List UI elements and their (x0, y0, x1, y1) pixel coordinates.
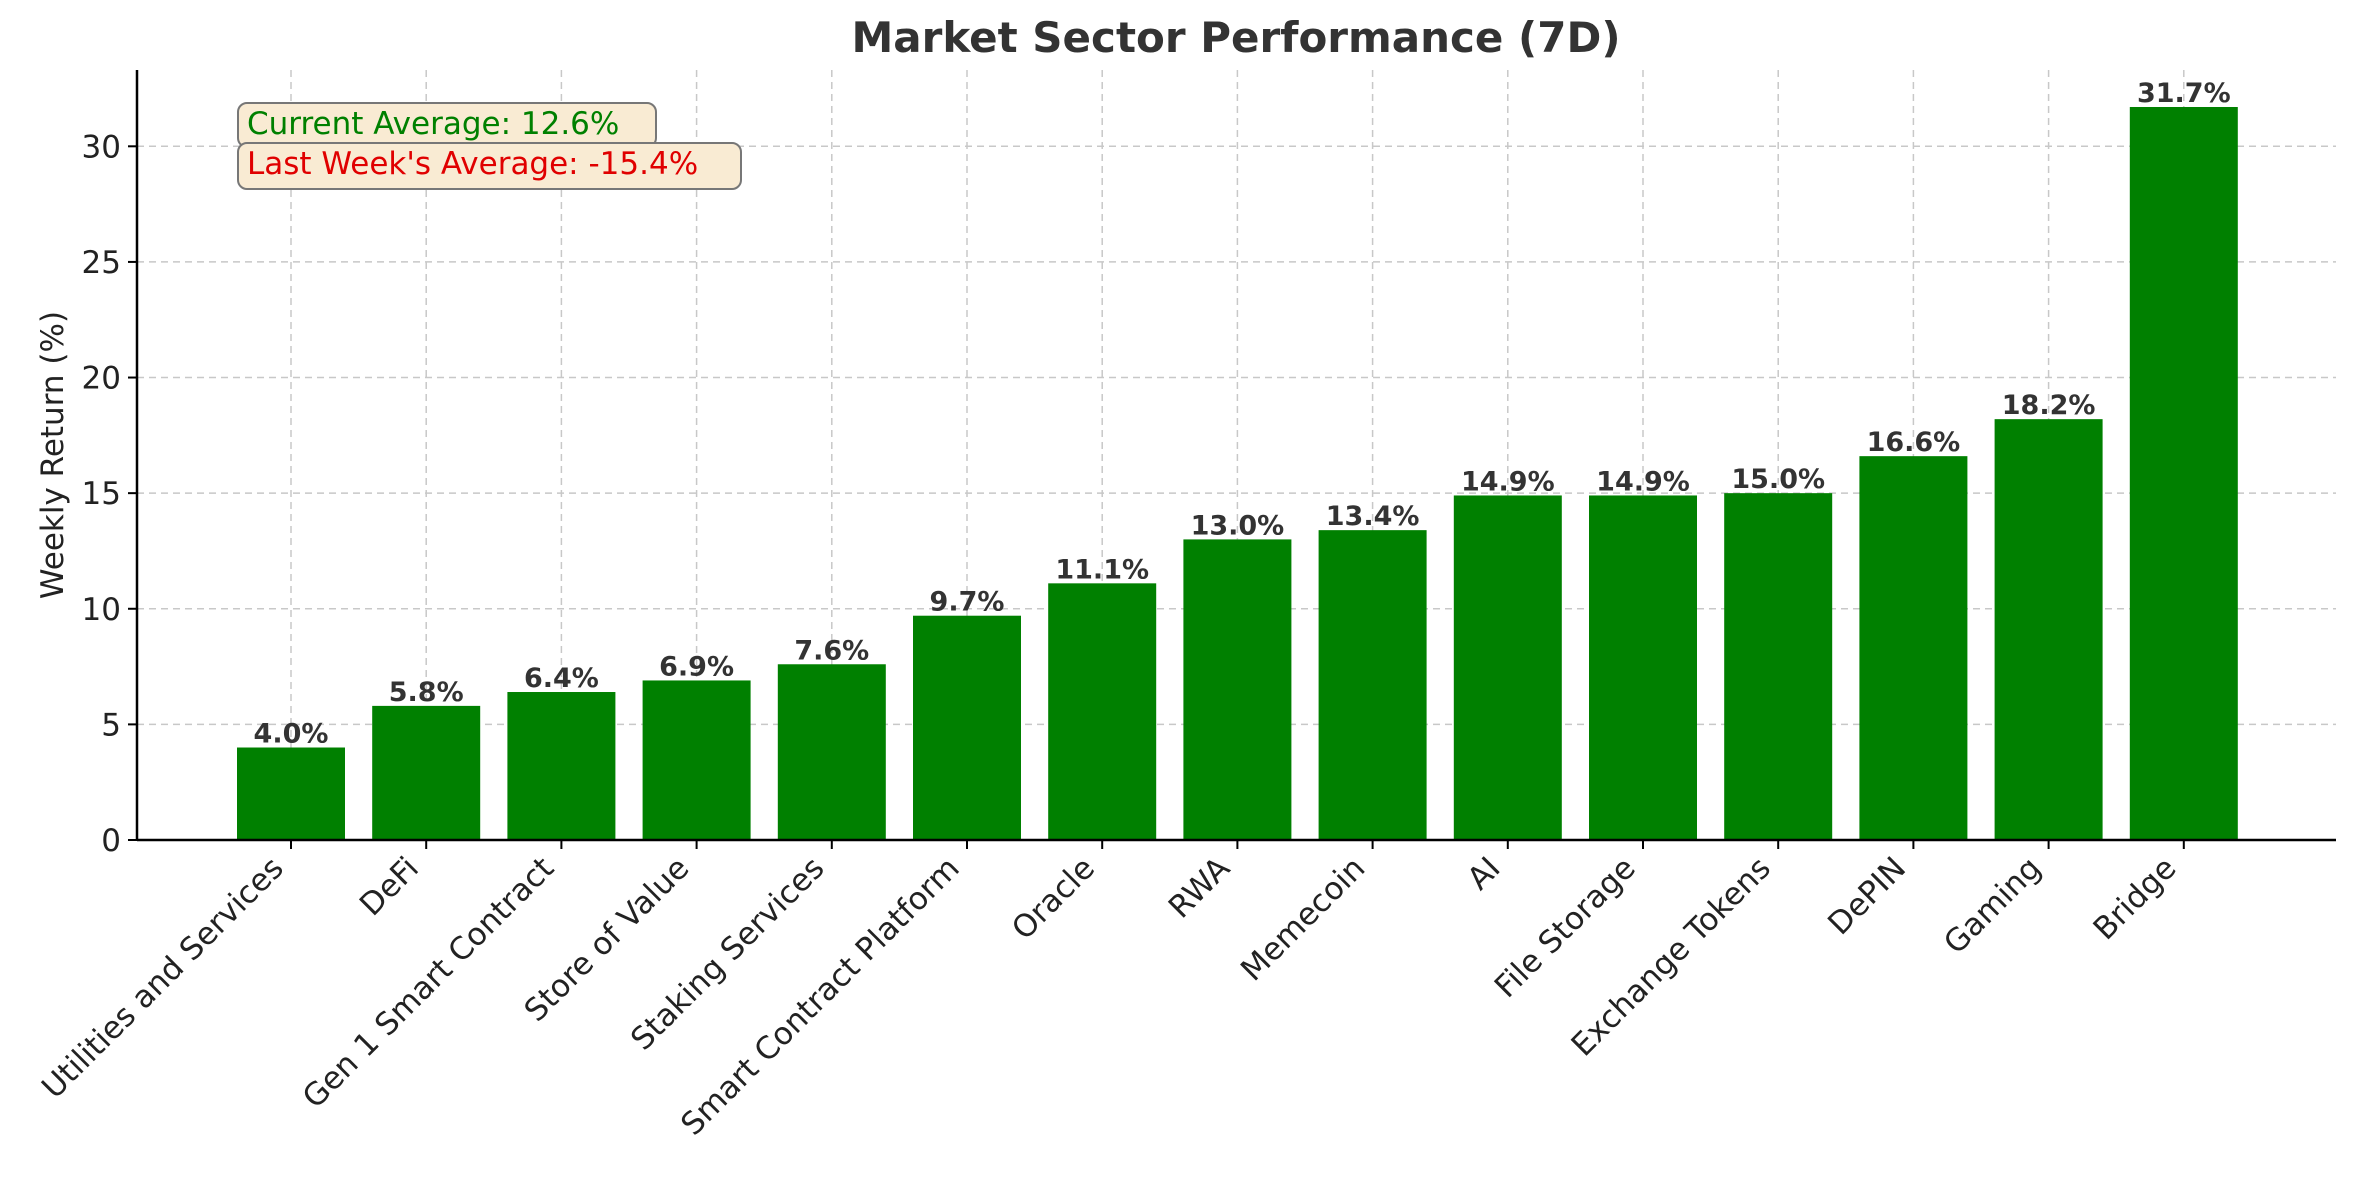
data-label: 13.4% (1326, 501, 1420, 532)
x-tick-label: Utilities and Services (35, 850, 291, 1106)
last-week-average-label: Last Week's Average: -15.4% (247, 146, 698, 182)
x-tick-label: Gen 1 Smart Contract (296, 850, 561, 1115)
bar (1994, 419, 2103, 840)
bar (642, 680, 751, 840)
y-tick-label: 5 (101, 707, 121, 743)
y-tick-label: 10 (82, 592, 121, 628)
bar (1453, 495, 1562, 840)
x-tick-label: RWA (1162, 850, 1237, 925)
data-label: 6.9% (659, 651, 734, 682)
bar (1859, 456, 1968, 840)
data-label: 5.8% (389, 677, 464, 708)
bars (237, 106, 2238, 840)
data-label: 14.9% (1461, 466, 1555, 497)
current-average-label: Current Average: 12.6% (247, 106, 619, 142)
bar (237, 747, 345, 840)
y-tick-label: 20 (82, 361, 121, 397)
data-labels: 4.0% 5.8% 6.4% 6.9% 7.6% 9.7% 11.1% 13.0% 13.4% 1… (254, 78, 2231, 750)
bar (777, 664, 886, 840)
data-label: 4.0% (254, 719, 329, 750)
bar (1183, 539, 1292, 840)
bar (1318, 530, 1427, 840)
data-label: 31.7% (2137, 78, 2231, 109)
x-tick-label: Oracle (1005, 850, 1102, 947)
x-tick-label: Bridge (2087, 850, 2184, 947)
y-tick-label: 30 (82, 129, 121, 165)
bar (1724, 493, 1833, 840)
x-tick-label: Memecoin (1234, 850, 1372, 988)
x-tick-label: DeFi (353, 850, 426, 923)
y-axis-label: Weekly Return (%) (35, 311, 71, 599)
x-tick-label: DePIN (1821, 850, 1913, 942)
bar (1589, 495, 1697, 840)
data-label: 6.4% (524, 663, 599, 694)
data-label: 13.0% (1191, 510, 1285, 541)
y-tick-label: 25 (82, 245, 121, 281)
bar (913, 615, 1021, 840)
average-annotations: Current Average: 12.6% Last Week's Avera… (237, 102, 742, 190)
bar (1048, 583, 1157, 840)
data-label: 7.6% (794, 635, 869, 666)
data-label: 16.6% (1867, 427, 1961, 458)
data-label: 14.9% (1596, 466, 1690, 497)
chart-title: Market Sector Performance (7D) (851, 13, 1620, 62)
bar (372, 705, 481, 840)
bar (507, 692, 616, 840)
bar (2129, 106, 2238, 840)
data-label: 15.0% (1731, 464, 1825, 495)
y-tick-label: 15 (82, 476, 121, 512)
x-tick-label: AI (1461, 850, 1508, 897)
data-label: 11.1% (1055, 554, 1149, 585)
last-week-average-box (237, 142, 742, 190)
data-label: 9.7% (930, 587, 1005, 618)
x-tick-label: Gaming (1937, 850, 2048, 961)
data-label: 18.2% (2002, 390, 2096, 421)
y-tick-label: 0 (101, 823, 121, 859)
x-tick-label: Smart Contract Platform (674, 850, 966, 1142)
y-ticks: 0 5 10 15 20 25 30 (82, 129, 137, 859)
